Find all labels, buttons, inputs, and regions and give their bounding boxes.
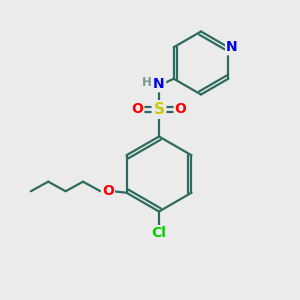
Text: O: O [102,184,114,198]
Text: O: O [131,103,143,116]
Text: H: H [142,76,151,89]
Text: N: N [153,77,165,91]
Text: Cl: Cl [152,226,166,240]
Text: O: O [175,103,187,116]
Text: N: N [226,40,238,54]
Text: S: S [154,102,164,117]
